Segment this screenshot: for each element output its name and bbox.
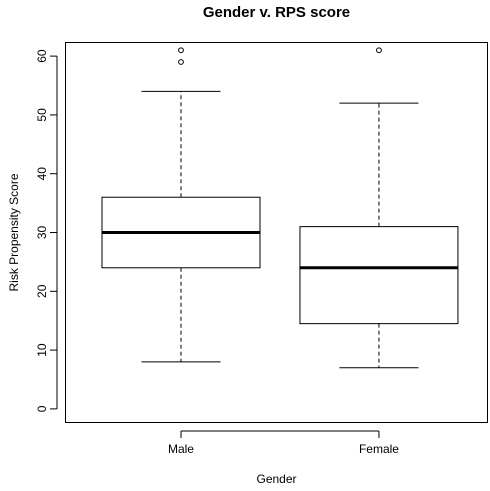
box-female [299, 47, 459, 369]
boxes [101, 47, 459, 369]
outlier-point [178, 59, 184, 65]
plot-frame [65, 42, 488, 423]
y-tick-label: 60 [35, 49, 49, 63]
y-tick-label: 10 [35, 343, 49, 357]
x-axis: Male Female [168, 430, 399, 456]
y-tick-label: 0 [35, 405, 49, 412]
y-tick-label: 30 [35, 226, 49, 240]
y-tick-label: 50 [35, 108, 49, 122]
x-tick-label: Female [359, 442, 399, 456]
x-axis-label: Gender [256, 472, 296, 486]
y-axis: 0 10 20 30 40 50 60 [35, 49, 58, 412]
outlier-point [376, 47, 382, 54]
outlier-point [178, 47, 184, 54]
x-tick-label: Male [168, 442, 194, 456]
iqr-box [299, 226, 459, 325]
box-male [101, 47, 261, 363]
chart-title: Gender v. RPS score [203, 4, 350, 21]
y-tick-label: 20 [35, 284, 49, 298]
y-tick-label: 40 [35, 167, 49, 181]
y-axis-label: Risk Propensity Score [7, 173, 21, 291]
